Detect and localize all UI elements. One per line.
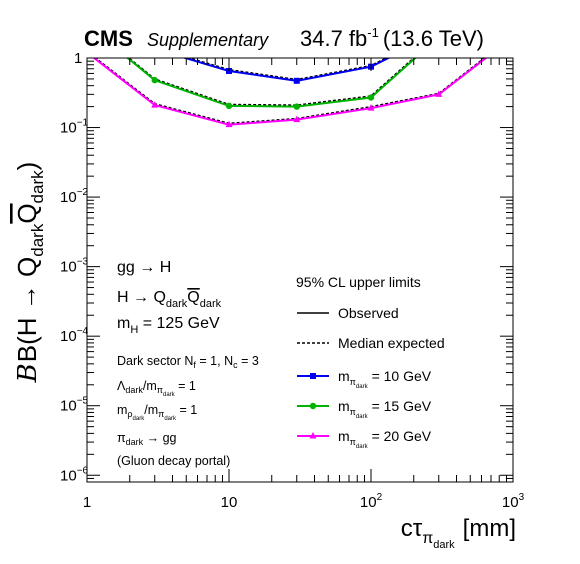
y-tick-label: 1 bbox=[74, 50, 82, 67]
x-tick-label: 103 bbox=[502, 492, 525, 511]
data-point bbox=[293, 115, 301, 123]
y-tick-label: 10−3 bbox=[60, 257, 89, 276]
y-tick-label: 10−4 bbox=[60, 326, 89, 345]
x-tick-label: 102 bbox=[360, 492, 383, 511]
info-block: gg → H H → QdarkQdark mH = 125 GeV Dark … bbox=[117, 259, 259, 468]
legend-title: 95% CL upper limits bbox=[296, 274, 421, 290]
observed-line bbox=[126, 58, 417, 108]
data-point bbox=[225, 120, 233, 128]
y-tick-label: 10−6 bbox=[60, 465, 89, 484]
data-point bbox=[151, 101, 159, 108]
series-2 bbox=[92, 33, 517, 128]
experiment-label: CMS bbox=[84, 26, 133, 51]
legend-20gev-label: mπdark= 20 GeV bbox=[338, 428, 432, 450]
y-axis-title: BB(H → QdarkQdark) bbox=[12, 162, 47, 384]
lumi-label: 34.7 fb-1 (13.6 TeV) bbox=[300, 25, 484, 51]
expected-line bbox=[187, 58, 388, 81]
process-text: gg → H bbox=[117, 259, 171, 276]
legend-15gev-marker bbox=[309, 402, 317, 410]
rho-ratio-text: mρdark/mπdark = 1 bbox=[117, 403, 197, 422]
observed-line bbox=[181, 58, 391, 82]
legend-10gev-marker bbox=[310, 373, 316, 379]
lambda-ratio-text: Λdark/mπdark = 1 bbox=[117, 379, 196, 398]
data-point bbox=[367, 94, 375, 101]
data-point bbox=[293, 77, 300, 84]
y-tick-label: 10−2 bbox=[60, 187, 89, 206]
legend-20gev-marker bbox=[309, 432, 317, 439]
axis-ticks bbox=[86, 57, 513, 483]
series-1 bbox=[126, 58, 417, 110]
data-point bbox=[293, 103, 300, 110]
data-point bbox=[151, 76, 158, 84]
status-label: Supplementary bbox=[147, 30, 269, 50]
y-tick-label: 10−5 bbox=[60, 396, 89, 415]
tick-labels: 1 10 102 103 1 10−1 10−2 10−3 10−4 10−5 10−6 bbox=[60, 50, 525, 511]
data-point bbox=[84, 12, 90, 18]
data-point bbox=[510, 33, 517, 40]
data-point bbox=[226, 68, 232, 75]
legend-15gev-label: mπdark= 15 GeV bbox=[338, 398, 432, 420]
legend: 95% CL upper limits Observed Median expe… bbox=[296, 274, 445, 450]
data-point bbox=[367, 104, 375, 111]
legend-10gev-label: mπdark= 10 GeV bbox=[338, 368, 432, 390]
x-axis-title: cτπdark[mm] bbox=[401, 515, 516, 551]
portal-text: πdark → gg bbox=[117, 431, 177, 447]
data-point bbox=[225, 102, 233, 110]
higgs-mass-text: mH = 125 GeV bbox=[117, 315, 220, 336]
legend-expected-label: Median expected bbox=[338, 335, 445, 351]
portal-note-text: (Gluon decay portal) bbox=[117, 454, 230, 468]
curves-layer bbox=[84, 12, 517, 128]
dark-sector-text: Dark sector Nf = 1, Nc = 3 bbox=[117, 354, 259, 370]
legend-observed-label: Observed bbox=[338, 305, 399, 321]
decay-text: H → QdarkQdark bbox=[117, 289, 222, 310]
data-point bbox=[435, 90, 443, 97]
x-tick-label: 10 bbox=[221, 494, 238, 511]
x-tick-label: 1 bbox=[83, 494, 91, 511]
y-tick-label: 10−1 bbox=[60, 118, 89, 137]
